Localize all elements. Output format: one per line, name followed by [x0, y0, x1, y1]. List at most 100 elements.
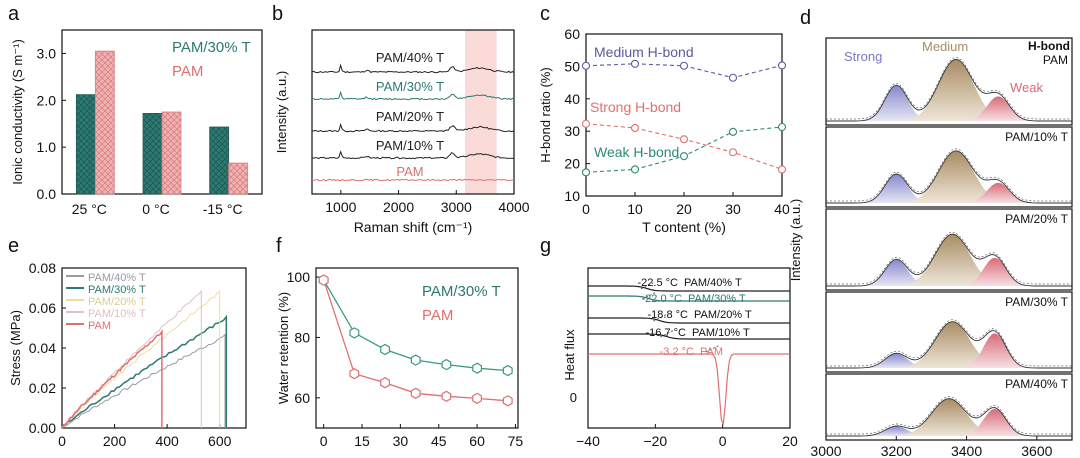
e-legend-label-1: PAM/30% T: [88, 284, 146, 296]
d-peak-medium-0: [826, 59, 1072, 121]
b-xtick-label: 2000: [383, 199, 414, 215]
a-ytick-label: 0.0: [37, 186, 57, 202]
c-point-2-3: [728, 127, 738, 136]
panel-g-frame: [587, 267, 791, 429]
d-series-label-0: PAM: [1043, 53, 1068, 67]
f-ytick-label: 60: [294, 390, 310, 406]
f-point-1-2: [380, 377, 390, 389]
b-ylabel: Intensity (a.u.): [274, 71, 289, 153]
e-ylabel: Stress (MPa): [8, 310, 23, 386]
d-subpanel-2: [825, 208, 1073, 291]
c-xtick-label: 10: [627, 201, 643, 217]
c-label-weak: Weak H-bond: [594, 144, 679, 160]
c-ytick-label: 30: [564, 123, 580, 139]
b-spectrum-1: [312, 90, 515, 101]
f-xtick-label: 15: [354, 433, 370, 449]
d-series-label-1: PAM/10% T: [1005, 130, 1069, 144]
panel-letter-a: a: [8, 3, 20, 25]
c-point-1-3: [728, 148, 738, 157]
a-xtick-label: 25 °C: [72, 201, 107, 217]
b-series-label-1: PAM/30% T: [376, 79, 444, 94]
f-ytick-label: 100: [287, 269, 311, 285]
c-point-2-4: [777, 122, 787, 132]
g-tg-label-0: -22.5 °C: [638, 277, 679, 289]
c-point-0-4: [777, 61, 787, 70]
f-point-0-4: [441, 358, 452, 371]
f-point-1-1: [349, 368, 360, 380]
g-tangent-2: [653, 313, 668, 322]
d-peak-medium-1: [826, 150, 1072, 203]
e-ytick-label: 0.08: [29, 260, 56, 276]
d-envelope-0: [826, 58, 1072, 122]
d-legend-weak: Weak: [1010, 80, 1043, 95]
c-ytick-label: 10: [564, 188, 580, 204]
d-ylabel: Intensity (a.u.): [788, 199, 803, 281]
g-series-label-2: PAM/20% T: [694, 309, 752, 321]
f-point-0-1: [349, 327, 360, 339]
e-xtick-label: 400: [155, 433, 179, 449]
e-xtick-label: 600: [208, 433, 232, 449]
g-series-label-1: PAM/30% T: [688, 293, 746, 305]
c-ytick-label: 20: [564, 156, 580, 172]
bar-pam30t-2: [209, 126, 230, 195]
g-tangent-3: [660, 329, 675, 338]
e-xtick-label: 200: [103, 433, 127, 449]
d-series-label-3: PAM/30% T: [1005, 295, 1069, 309]
f-xtick-label: 0: [320, 433, 328, 449]
b-xlabel: Raman shift (cm⁻¹): [354, 219, 473, 235]
d-xtick-label: 3000: [810, 443, 841, 458]
a-xtick-label: -15 °C: [203, 201, 243, 217]
d-fit-1: [826, 148, 1072, 202]
e-ytick-label: 0.02: [29, 380, 56, 396]
c-point-1-0: [581, 119, 591, 128]
e-legend-label-2: PAM/20% T: [88, 296, 146, 308]
b-xtick-label: 1000: [325, 199, 356, 215]
b-xtick-label: 4000: [498, 199, 529, 215]
c-point-1-4: [777, 165, 787, 174]
c-ylabel: H-bond ratio (%): [538, 67, 553, 162]
d-subpanel-3: [825, 291, 1073, 373]
g-tg-label-3: -16.7 °C: [646, 327, 687, 339]
c-label-strong: Strong H-bond: [590, 99, 681, 115]
f-point-0-2: [380, 343, 390, 356]
b-series-label-0: PAM/40% T: [376, 50, 444, 65]
e-curve-2: [61, 290, 221, 429]
panel-f-frame: [315, 267, 519, 429]
d-series-label-2: PAM/20% T: [1005, 212, 1069, 226]
f-ytick-label: 80: [294, 329, 310, 345]
d-peak-medium-2: [826, 234, 1072, 286]
f-point-1-4: [441, 390, 452, 402]
e-ytick-label: 0.00: [29, 420, 56, 436]
b-spectrum-4: [311, 178, 515, 182]
f-point-1-3: [410, 387, 421, 399]
a-ytick-label: 2.0: [37, 92, 57, 108]
c-label-medium: Medium H-bond: [594, 44, 694, 60]
c-point-2-1: [630, 165, 640, 174]
f-point-0-5: [472, 362, 482, 374]
b-xtick-label: 3000: [441, 199, 472, 215]
c-point-1-1: [630, 123, 640, 133]
d-subpanel-4: [825, 373, 1073, 441]
g-xtick-label: 20: [782, 433, 798, 449]
e-legend-label-0: PAM/40% T: [88, 272, 146, 284]
f-xtick-label: 30: [393, 433, 409, 449]
e-xtick-label: 0: [58, 433, 66, 449]
c-point-0-0: [581, 61, 591, 70]
f-point-0-6: [502, 364, 513, 377]
f-point-1-6: [502, 395, 513, 407]
d-fit-3: [826, 319, 1072, 367]
f-xtick-label: 75: [508, 433, 524, 449]
f-legend-pam: PAM: [422, 307, 453, 324]
f-ylabel: Water retention (%): [276, 292, 291, 404]
g-tangent-0: [640, 281, 656, 290]
d-fit-2: [826, 231, 1072, 285]
e-ytick-label: 0.06: [29, 300, 56, 316]
g-tg-label-4: -3.2 °C: [660, 346, 694, 358]
g-curve-1: [588, 295, 790, 302]
c-xtick-label: 40: [774, 201, 790, 217]
c-point-0-1: [630, 59, 640, 68]
g-xtick-label: 0: [719, 433, 727, 449]
g-curve-4: [588, 353, 790, 425]
bar-pam-1: [161, 111, 182, 195]
